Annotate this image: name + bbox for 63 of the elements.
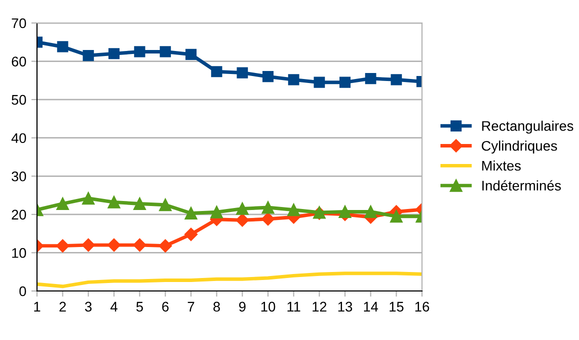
- x-tick-label: 1: [34, 302, 40, 312]
- point: [158, 239, 172, 252]
- x-tick-label: 4: [110, 302, 118, 312]
- y-tick-label: 20: [12, 210, 26, 220]
- point: [133, 197, 146, 210]
- legend-label: Cylindriques: [482, 140, 558, 154]
- x-tick-label: 11: [288, 302, 300, 312]
- legend-label: Mixtes: [482, 160, 521, 171]
- x-tick-label: 6: [162, 302, 169, 312]
- point: [339, 76, 351, 88]
- y-tick-label: 0: [19, 286, 26, 296]
- point: [364, 206, 377, 218]
- point: [159, 198, 172, 212]
- point: [288, 74, 300, 86]
- x-tick-label: 2: [60, 302, 66, 312]
- point: [210, 206, 223, 218]
- y-tick-label: 40: [11, 133, 26, 144]
- point: [236, 67, 248, 78]
- point: [314, 76, 325, 88]
- point: [184, 228, 198, 241]
- y-tick-label: 10: [12, 248, 26, 258]
- x-tick-label: 10: [261, 302, 276, 312]
- point: [236, 214, 249, 227]
- point: [262, 71, 274, 82]
- point: [134, 46, 146, 58]
- point: [185, 48, 197, 60]
- x-tick-label: 8: [213, 302, 220, 312]
- point: [236, 202, 249, 215]
- point: [108, 48, 120, 60]
- point: [108, 196, 120, 208]
- point: [82, 50, 94, 62]
- y-tick-label: 70: [12, 18, 26, 28]
- x-tick-label: 5: [136, 302, 143, 312]
- point: [82, 238, 95, 252]
- y-tick-label: 60: [12, 56, 26, 66]
- point: [107, 238, 121, 252]
- x-tick-label: 9: [239, 302, 246, 312]
- point: [390, 210, 403, 223]
- x-tick-label: 14: [364, 302, 378, 312]
- x-tick-label: 15: [390, 302, 404, 312]
- point: [56, 239, 70, 252]
- point: [133, 238, 146, 252]
- point: [287, 204, 300, 216]
- point: [56, 197, 69, 210]
- point: [57, 41, 68, 52]
- point: [390, 74, 402, 86]
- x-tick-label: 12: [312, 302, 326, 312]
- line-series: [37, 272, 422, 288]
- legend-label: Indéterminés: [482, 180, 561, 191]
- point: [261, 212, 275, 226]
- x-tick-label: 13: [338, 302, 352, 312]
- x-tick-label: 7: [188, 302, 194, 312]
- point: [160, 46, 171, 58]
- x-tick-label: 16: [415, 302, 430, 312]
- point: [262, 201, 274, 214]
- point: [365, 72, 376, 84]
- point: [211, 66, 222, 78]
- x-tick-label: 3: [85, 302, 92, 312]
- point: [184, 207, 198, 220]
- legend-label: Rectangulaires: [482, 120, 574, 134]
- point: [82, 192, 95, 205]
- y-tick-label: 50: [12, 94, 26, 105]
- y-tick-label: 30: [12, 171, 26, 182]
